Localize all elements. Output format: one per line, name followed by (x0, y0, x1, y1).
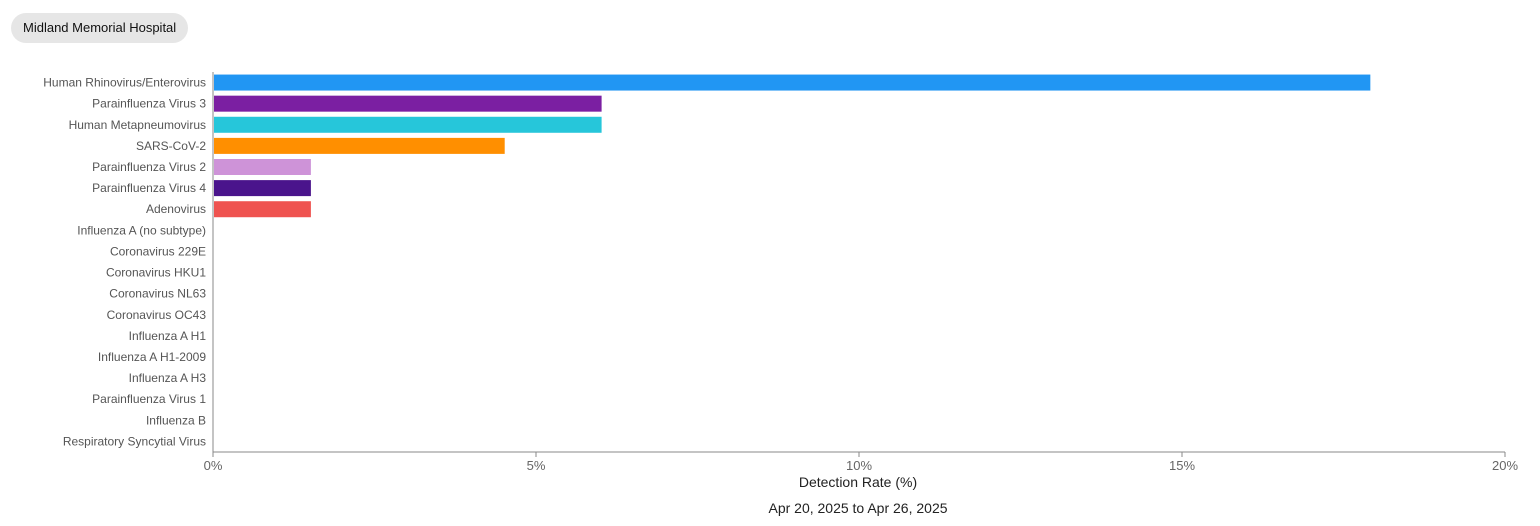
bar-parainfluenza-virus-4[interactable] (214, 180, 311, 197)
category-label-parainfluenza-virus-4: Parainfluenza Virus 4 (92, 181, 206, 195)
category-label-influenza-a-no-subtype: Influenza A (no subtype) (77, 223, 206, 237)
bar-adenovirus[interactable] (214, 201, 311, 218)
x-tick-label: 0% (204, 458, 223, 473)
x-tick-label: 15% (1169, 458, 1195, 473)
category-label-adenovirus: Adenovirus (146, 202, 206, 216)
x-tick-label: 5% (527, 458, 546, 473)
bar-sars-cov-2[interactable] (214, 137, 505, 154)
x-axis-title: Detection Rate (%) (799, 474, 917, 490)
bar-human-rhinovirus-enterovirus[interactable] (214, 74, 1371, 91)
bar-human-metapneumovirus[interactable] (214, 116, 602, 133)
hospital-chip-label: Midland Memorial Hospital (23, 20, 177, 35)
category-label-influenza-a-h1: Influenza A H1 (129, 329, 207, 343)
category-label-coronavirus-nl63: Coronavirus NL63 (109, 287, 206, 301)
category-label-coronavirus-oc43: Coronavirus OC43 (107, 308, 207, 322)
x-axis-ticks: 0% 5% 10% 15% 20% (204, 452, 1518, 473)
x-tick-label: 10% (846, 458, 872, 473)
category-label-coronavirus-hku1: Coronavirus HKU1 (106, 266, 206, 280)
date-range-label: Apr 20, 2025 to Apr 26, 2025 (768, 500, 947, 516)
category-label-influenza-a-h1-2009: Influenza A H1-2009 (98, 350, 206, 364)
bar-parainfluenza-virus-3[interactable] (214, 95, 602, 112)
bar-parainfluenza-virus-2[interactable] (214, 159, 311, 175)
category-label-coronavirus-229e: Coronavirus 229E (110, 244, 206, 258)
category-label-human-metapneumovirus: Human Metapneumovirus (69, 118, 206, 132)
category-label-respiratory-syncytial-virus: Respiratory Syncytial Virus (63, 434, 206, 448)
hospital-filter-chip[interactable]: Midland Memorial Hospital (11, 13, 189, 43)
category-label-influenza-a-h3: Influenza A H3 (129, 371, 207, 385)
x-tick-label: 20% (1492, 458, 1518, 473)
category-label-influenza-b: Influenza B (146, 413, 206, 427)
category-label-parainfluenza-virus-1: Parainfluenza Virus 1 (92, 392, 206, 406)
category-label-human-rhinovirus-enterovirus: Human Rhinovirus/Enterovirus (43, 76, 206, 90)
category-labels: Human Rhinovirus/Enterovirus Parainfluenz… (43, 76, 206, 449)
category-label-sars-cov-2: SARS-CoV-2 (136, 139, 206, 153)
bars-layer (214, 74, 1371, 218)
category-label-parainfluenza-virus-2: Parainfluenza Virus 2 (92, 160, 206, 174)
category-label-parainfluenza-virus-3: Parainfluenza Virus 3 (92, 97, 206, 111)
